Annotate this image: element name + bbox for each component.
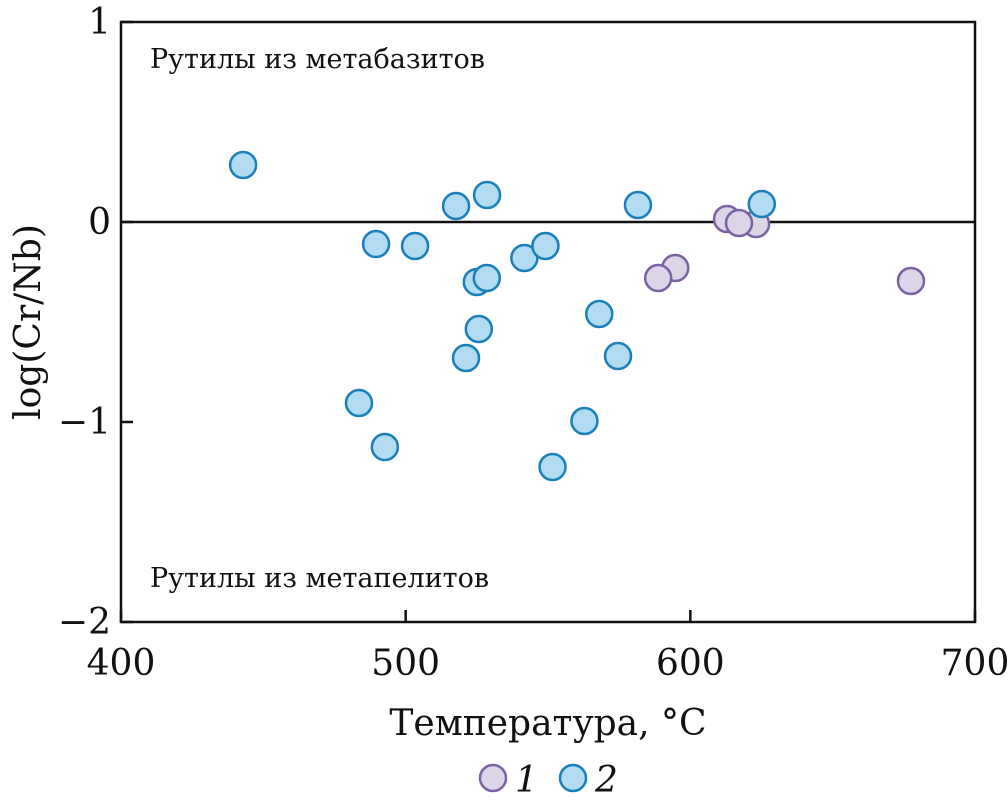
data-point-series-2: [451, 343, 481, 373]
x-tick-label: 700: [941, 643, 1008, 684]
data-point-series-2: [441, 191, 471, 221]
data-point-series-2: [464, 314, 494, 344]
x-tick-label: 600: [656, 643, 725, 684]
data-point-series-2: [747, 189, 777, 219]
data-point-series-2: [228, 150, 258, 180]
y-tick-label: 0: [88, 202, 111, 243]
y-tick-label: 1: [88, 2, 111, 43]
x-axis-label: Температура, °C: [389, 703, 706, 744]
data-point-series-1: [724, 208, 754, 238]
legend-marker-2: [558, 763, 588, 793]
data-point-series-2: [400, 231, 430, 261]
data-point-series-2: [584, 299, 614, 329]
x-tick-label: 400: [87, 643, 156, 684]
data-point-series-2: [623, 190, 653, 220]
data-point-series-2: [531, 231, 560, 261]
data-point-series-2: [603, 341, 633, 371]
y-axis-label: log(Cr/Nb): [8, 224, 49, 420]
y-tick-label: −1: [58, 402, 111, 443]
x-tick-label: 500: [371, 643, 440, 684]
annotation-metabasites: Рутилы из метабазитов: [150, 44, 485, 75]
legend-label-2: 2: [594, 760, 618, 801]
annotation-metapelites: Рутилы из метапелитов: [150, 563, 489, 594]
data-point-series-2: [538, 452, 567, 482]
plot-frame: [119, 20, 977, 624]
data-point-series-2: [472, 263, 502, 293]
data-point-series-1: [896, 266, 926, 296]
data-point-series-1: [643, 263, 673, 293]
legend-marker-1: [478, 763, 508, 793]
legend-label-1: 1: [515, 760, 538, 801]
data-point-series-2: [510, 243, 539, 273]
data-point-series-2: [361, 229, 391, 259]
data-point-series-2: [472, 180, 502, 210]
y-tick-label: −2: [58, 602, 111, 643]
data-point-series-2: [370, 432, 400, 462]
data-point-series-2: [344, 388, 374, 418]
legend: 1 2: [478, 760, 618, 801]
data-point-series-2: [570, 406, 599, 436]
